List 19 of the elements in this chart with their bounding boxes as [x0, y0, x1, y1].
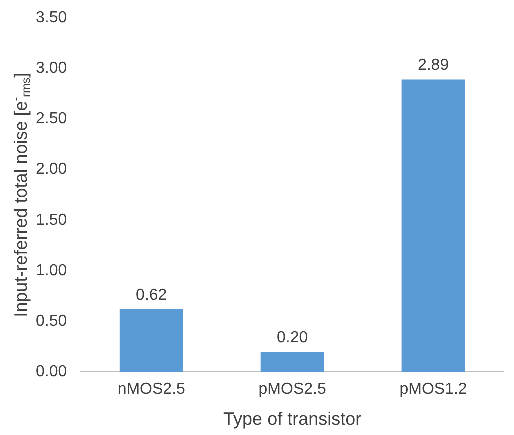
y-tick-label: 1.00 [36, 262, 68, 280]
x-tick-label: pMOS2.5 [258, 381, 326, 398]
bar [402, 80, 466, 372]
data-label: 0.20 [277, 329, 308, 346]
y-axis-title: Input-referred total noise [e-rms] [10, 72, 34, 318]
y-tick-label: 2.50 [36, 110, 68, 128]
y-tick-label: 1.50 [36, 212, 68, 229]
bar [260, 352, 324, 372]
y-tick-label: 2.00 [36, 161, 68, 178]
x-tick-label: pMOS1.2 [400, 381, 468, 398]
data-label: 0.62 [136, 286, 168, 304]
x-tick-label: nMOS2.5 [118, 381, 186, 398]
y-tick-label: 3.50 [36, 9, 68, 26]
y-tick-label: 0.00 [36, 364, 68, 381]
y-tick-label: 3.00 [36, 60, 68, 78]
x-axis-title: Type of transistor [224, 409, 362, 430]
data-label: 2.89 [418, 57, 450, 74]
bar [120, 309, 184, 372]
y-tick-label: 0.50 [36, 313, 68, 330]
